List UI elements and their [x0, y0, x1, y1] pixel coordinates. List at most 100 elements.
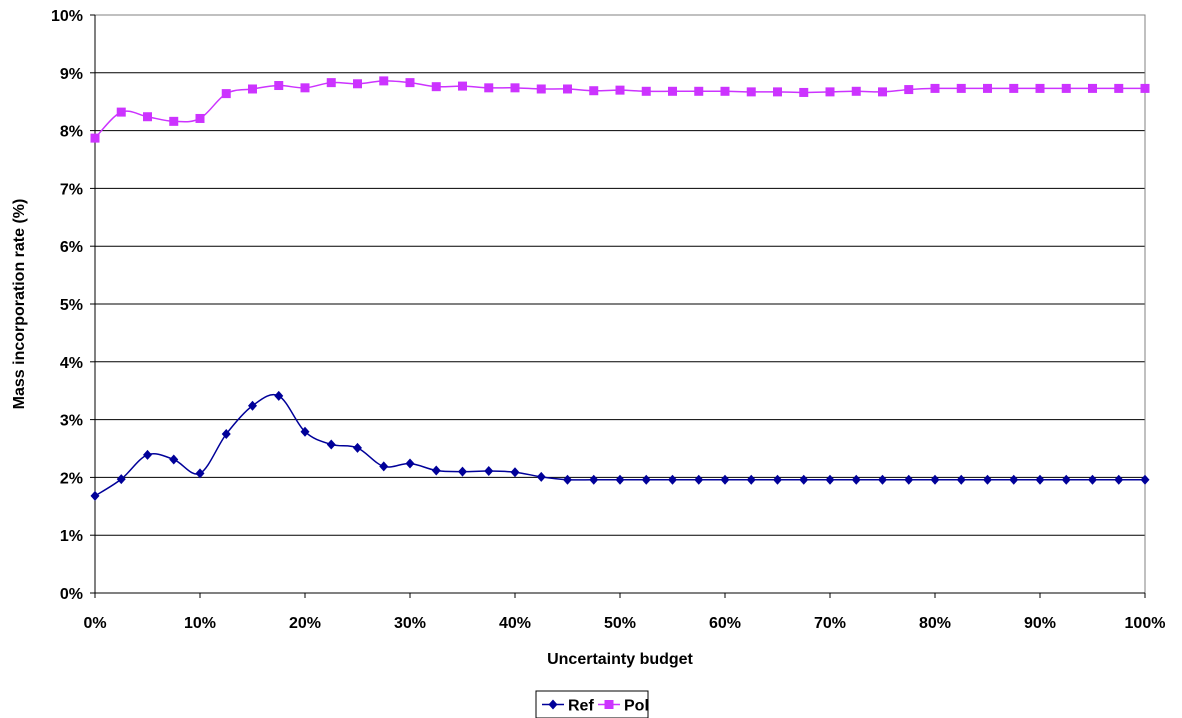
data-point-ref	[720, 474, 730, 485]
data-point-ref	[956, 474, 966, 485]
data-point-pol	[379, 76, 389, 86]
x-tick-label: 20%	[289, 615, 321, 632]
data-point-pol	[536, 84, 546, 94]
y-axis-title: Mass incorporation rate (%)	[11, 199, 28, 410]
data-point-ref	[169, 454, 179, 465]
data-point-pol	[143, 112, 152, 122]
data-point-ref	[195, 468, 205, 479]
y-tick-label: 5%	[60, 297, 83, 314]
series-ref	[90, 390, 1150, 501]
data-point-ref	[510, 467, 520, 478]
data-point-pol	[458, 81, 467, 91]
data-point-pol	[221, 89, 231, 99]
data-point-ref	[1088, 474, 1097, 485]
axes: 0% 1% 2% 3% 4% 5% 6% 7% 8% 9% 10% 0% 10% 20% 30% 40% 50%…	[51, 8, 1165, 632]
data-point-pol	[405, 78, 415, 88]
gridlines	[95, 72, 1145, 536]
data-point-pol	[589, 86, 599, 96]
data-point-pol	[563, 84, 572, 94]
x-tick-label: 60%	[709, 615, 741, 632]
x-tick-label: 100%	[1125, 615, 1166, 632]
data-point-pol	[1114, 83, 1124, 93]
data-point-pol	[300, 83, 310, 93]
data-point-ref	[326, 439, 336, 450]
data-point-ref	[668, 474, 677, 485]
data-point-ref	[379, 461, 389, 472]
data-point-pol	[720, 86, 730, 96]
data-point-pol	[431, 82, 441, 92]
data-point-pol	[825, 87, 835, 97]
data-point-ref	[1061, 474, 1071, 485]
data-point-ref	[694, 474, 704, 485]
x-tick-label: 40%	[499, 615, 531, 632]
data-point-ref	[615, 474, 625, 485]
data-point-ref	[878, 474, 887, 485]
legend-marker-ref	[548, 699, 558, 710]
data-point-pol	[641, 86, 651, 96]
y-tick-label: 4%	[60, 355, 83, 372]
y-tick-label: 2%	[60, 470, 83, 487]
data-point-ref	[90, 490, 100, 501]
data-point-pol	[983, 83, 992, 93]
x-tick-label: 90%	[1024, 615, 1056, 632]
legend-label-pol: Pol	[624, 698, 649, 715]
x-tick-label: 80%	[919, 615, 951, 632]
data-point-ref	[1035, 474, 1045, 485]
data-point-pol	[195, 113, 205, 123]
data-point-pol	[878, 87, 887, 97]
data-point-pol	[1061, 83, 1071, 93]
data-point-pol	[746, 87, 756, 97]
data-point-pol	[668, 86, 677, 96]
x-tick-label: 0%	[83, 615, 106, 632]
data-point-pol	[116, 107, 126, 117]
data-point-pol	[851, 86, 861, 96]
y-tick-label: 9%	[60, 66, 83, 83]
series-pol	[90, 76, 1150, 143]
data-point-pol	[169, 116, 179, 126]
data-point-ref	[1140, 474, 1150, 485]
data-point-ref	[300, 426, 310, 437]
data-point-pol	[1035, 83, 1045, 93]
data-point-pol	[484, 83, 494, 93]
data-point-pol	[694, 86, 704, 96]
x-tick-label: 70%	[814, 615, 846, 632]
data-point-ref	[116, 474, 126, 485]
x-axis-title: Uncertainty budget	[547, 651, 693, 668]
data-point-ref	[1114, 474, 1124, 485]
legend-marker-pol	[604, 700, 614, 709]
legend-label-ref: Ref	[568, 698, 594, 715]
data-point-pol	[510, 83, 520, 93]
x-tick-label: 50%	[604, 615, 636, 632]
data-point-pol	[930, 83, 940, 93]
y-tick-label: 0%	[60, 586, 83, 603]
data-point-pol	[90, 133, 100, 143]
data-point-ref	[851, 474, 861, 485]
data-point-ref	[563, 474, 572, 485]
data-point-pol	[799, 87, 809, 97]
data-point-ref	[353, 442, 362, 453]
data-point-pol	[773, 87, 782, 97]
x-tick-label: 10%	[184, 615, 216, 632]
y-tick-label: 10%	[51, 8, 83, 25]
data-point-pol	[1140, 83, 1150, 93]
data-point-pol	[1088, 83, 1097, 93]
data-point-ref	[484, 466, 494, 477]
data-point-pol	[274, 81, 284, 91]
data-point-ref	[221, 429, 231, 440]
y-tick-label: 7%	[60, 181, 83, 198]
data-point-ref	[431, 465, 441, 476]
data-point-pol	[956, 83, 966, 93]
x-tick-label: 30%	[394, 615, 426, 632]
data-point-ref	[1009, 474, 1019, 485]
data-point-ref	[773, 474, 782, 485]
series-layer	[90, 76, 1150, 501]
data-point-ref	[405, 458, 415, 469]
data-point-ref	[589, 474, 599, 485]
data-point-ref	[458, 466, 467, 477]
data-point-pol	[904, 85, 914, 95]
data-point-ref	[904, 474, 914, 485]
data-point-ref	[746, 474, 756, 485]
data-point-ref	[799, 474, 809, 485]
data-point-pol	[248, 84, 257, 94]
